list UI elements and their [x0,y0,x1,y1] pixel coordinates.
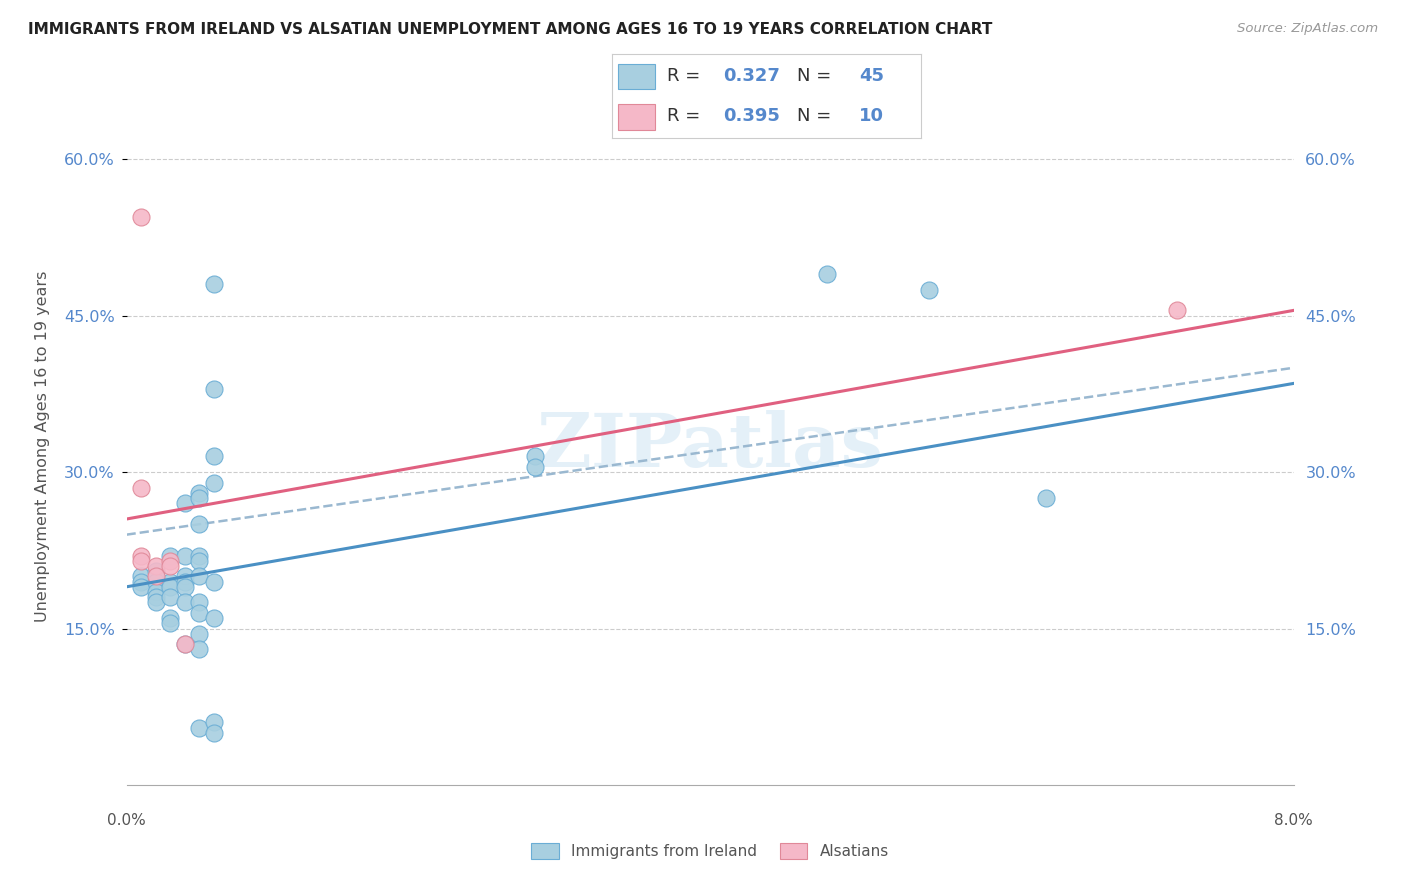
Point [174,569,197,583]
Point [145,585,167,599]
Point [159,591,181,605]
Point [188,606,211,620]
Text: 0.395: 0.395 [723,107,780,125]
Point [174,549,197,563]
Point [202,611,225,625]
Bar [617,63,655,89]
Point [202,475,225,490]
Point [815,267,838,281]
Y-axis label: Unemployment Among Ages 16 to 19 years: Unemployment Among Ages 16 to 19 years [35,270,51,622]
Point [188,721,211,735]
Point [523,450,546,464]
Point [1035,491,1057,505]
Point [145,564,167,578]
Point [202,450,225,464]
Point [174,637,197,651]
Point [129,210,152,224]
Point [202,574,225,589]
Point [159,558,181,573]
Point [145,558,167,573]
Point [129,574,152,589]
Point [918,283,941,297]
Point [1166,303,1188,318]
Point [129,569,152,583]
Point [188,491,211,505]
Text: IMMIGRANTS FROM IRELAND VS ALSATIAN UNEMPLOYMENT AMONG AGES 16 TO 19 YEARS CORRE: IMMIGRANTS FROM IRELAND VS ALSATIAN UNEM… [28,22,993,37]
Text: N =: N = [797,67,837,85]
Point [202,715,225,730]
Point [188,517,211,532]
Point [159,616,181,631]
Point [188,569,211,583]
Text: Source: ZipAtlas.com: Source: ZipAtlas.com [1237,22,1378,36]
Bar [617,104,655,130]
Text: N =: N = [797,107,837,125]
Text: ZIPatlas: ZIPatlas [537,409,883,483]
Point [202,382,225,396]
Point [174,595,197,609]
Point [159,549,181,563]
Point [145,595,167,609]
Point [129,549,152,563]
Legend: Immigrants from Ireland, Alsatians: Immigrants from Ireland, Alsatians [524,837,896,865]
Point [188,626,211,640]
Point [188,642,211,657]
Point [202,726,225,740]
Point [145,574,167,589]
Point [159,554,181,568]
Point [145,591,167,605]
Point [129,554,152,568]
Point [188,486,211,500]
Point [174,496,197,510]
Point [174,574,197,589]
Text: R =: R = [668,107,706,125]
Text: 8.0%: 8.0% [1274,814,1313,828]
Point [202,277,225,292]
Point [174,637,197,651]
Text: R =: R = [668,67,706,85]
Text: 0.0%: 0.0% [107,814,146,828]
Point [129,580,152,594]
Point [159,611,181,625]
Point [159,574,181,589]
Point [129,481,152,495]
Text: 0.327: 0.327 [723,67,780,85]
Point [159,580,181,594]
Text: 45: 45 [859,67,884,85]
Point [523,459,546,474]
Point [188,595,211,609]
Point [188,554,211,568]
Point [188,549,211,563]
Text: 10: 10 [859,107,884,125]
Point [145,569,167,583]
Point [174,580,197,594]
